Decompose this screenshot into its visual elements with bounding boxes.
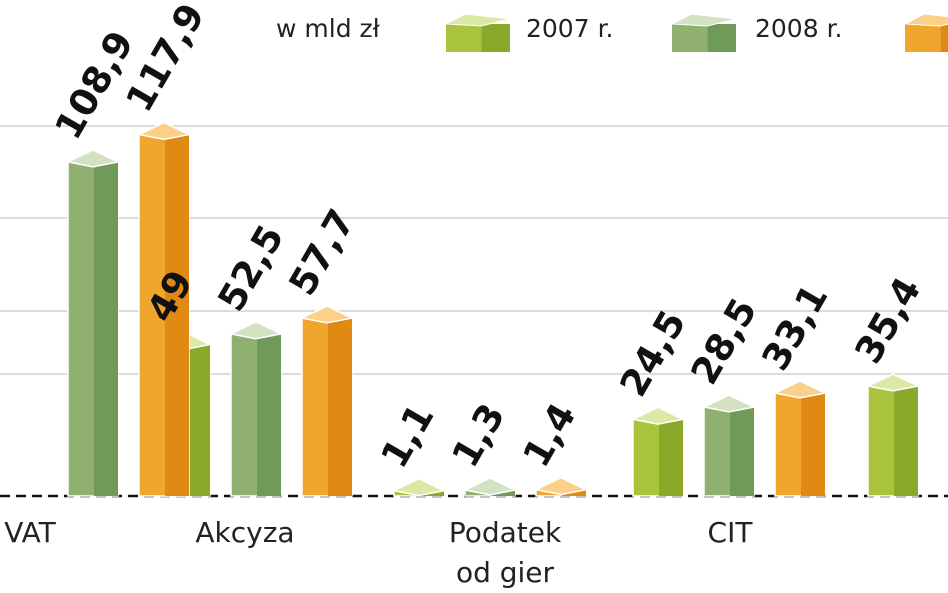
value-label: 57,7 (281, 202, 364, 303)
legend-swatch-top (903, 13, 948, 27)
bar (630, 406, 686, 497)
bar-top-cap (533, 476, 589, 496)
bar-side-shade (94, 162, 118, 496)
bar-top-cap (865, 373, 921, 392)
legend-swatch (670, 13, 737, 52)
bar-top-cap (701, 394, 757, 413)
value-label: 35,4 (847, 270, 930, 371)
legend-swatch-front (446, 24, 482, 52)
bar (228, 321, 284, 497)
bar (772, 380, 828, 497)
bar-top-cap (299, 305, 355, 324)
bars (65, 121, 921, 497)
bar (533, 476, 589, 497)
bar (701, 394, 757, 497)
value-label: 1,3 (444, 396, 514, 474)
legend-swatch (444, 13, 511, 52)
legend-swatch-top (444, 13, 511, 27)
legend-label-2007: 2007 r. (526, 14, 614, 43)
category-label-podatek-od-gier-line2: od gier (455, 556, 555, 589)
category-label-akcyza: Akcyza (195, 516, 295, 549)
bar-top-cap (228, 321, 284, 340)
bar-side-shade (801, 393, 825, 496)
bar-top-cap (136, 121, 192, 141)
bar-side-shade (257, 333, 281, 496)
legend-swatch-front (672, 24, 708, 52)
bar-side-shade (730, 407, 754, 496)
value-label: 28,5 (683, 291, 766, 392)
bar-side-shade (562, 489, 586, 496)
bar-side-shade (186, 344, 210, 496)
category-label-vat: VAT (4, 516, 56, 549)
bar (299, 305, 355, 497)
value-label: 1,4 (515, 396, 585, 474)
legend-swatch-side (707, 24, 736, 52)
bar (462, 477, 518, 497)
legend-swatch-side (940, 24, 948, 52)
legend-swatch-front (905, 24, 941, 52)
bar-top-cap (65, 149, 121, 168)
bar (65, 149, 121, 497)
value-label: 1,1 (373, 397, 443, 475)
value-label: 52,5 (210, 218, 293, 319)
bar-top-cap (462, 477, 518, 496)
bar-side-shade (165, 134, 189, 496)
legend-unit-label: w mld zł (276, 14, 380, 43)
bar-side-shade (894, 386, 918, 496)
bar-top-cap (772, 380, 828, 399)
legend-swatch-side (481, 24, 510, 52)
bar (865, 373, 921, 497)
legend-swatch (903, 13, 948, 52)
value-label: 33,1 (754, 277, 837, 378)
bar (391, 477, 447, 497)
value-label: 24,5 (612, 303, 695, 404)
bar-side-shade (659, 419, 683, 496)
bar (136, 121, 192, 497)
bar-side-shade (328, 318, 352, 496)
legend-label-2008: 2008 r. (755, 14, 843, 43)
bar-top-cap (630, 406, 686, 425)
bar-top-cap (391, 477, 447, 497)
legend-swatch-top (670, 13, 737, 27)
category-label-podatek-od-gier-line1: Podatek (448, 516, 562, 549)
category-label-cit: CIT (707, 516, 753, 549)
legend (444, 13, 948, 52)
